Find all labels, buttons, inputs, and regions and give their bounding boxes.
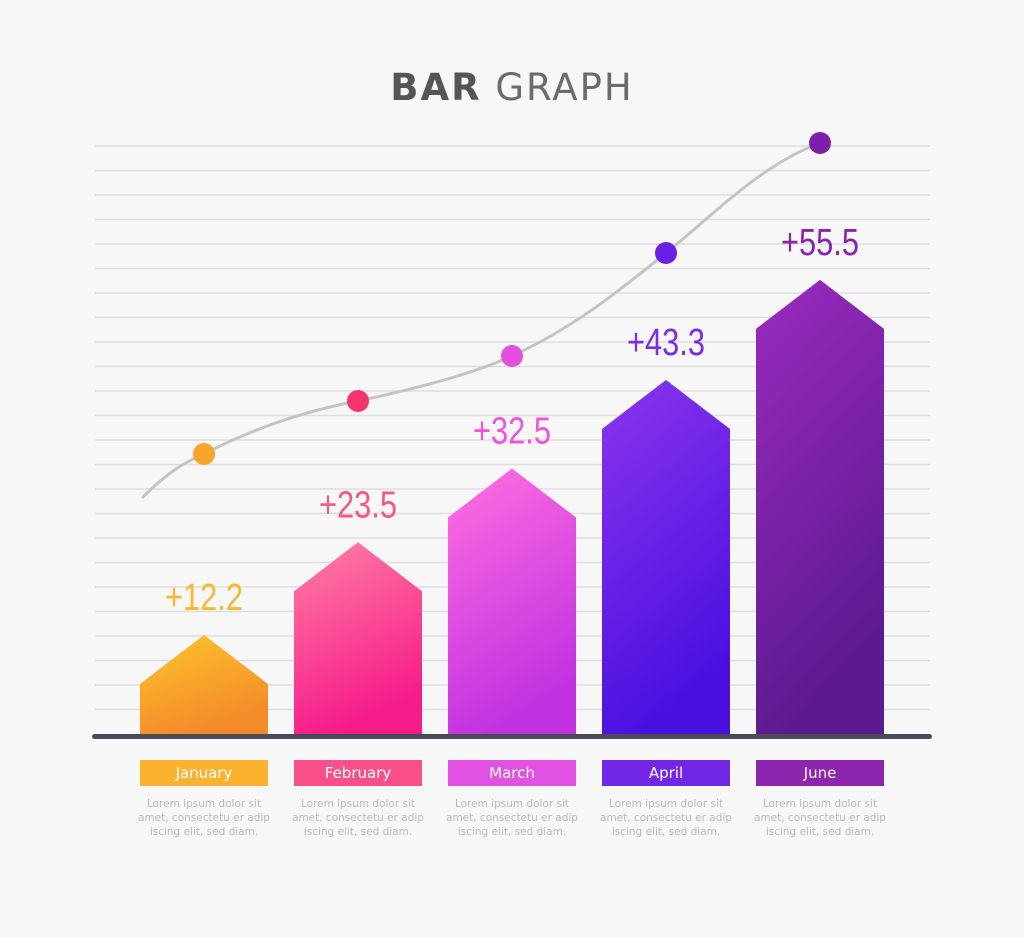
description-line: iscing elit, sed diam.	[611, 826, 721, 838]
description-line: amet, consectetu er adip	[292, 812, 424, 824]
description-line: amet, consectetu er adip	[446, 812, 578, 824]
value-labels: +12.2 +23.5 +32.5 +43.3 +55.5	[165, 222, 859, 619]
description-line: amet, consectetu er adip	[754, 812, 886, 824]
trend-points	[193, 132, 831, 465]
category-description: Lorem ipsum dolor sit amet, consectetu er…	[284, 797, 432, 839]
description-line: iscing elit, sed diam.	[303, 826, 413, 838]
bars	[140, 279, 884, 735]
title-bold: BAR	[390, 66, 482, 109]
data-label: +43.3	[627, 322, 705, 364]
trend-point	[193, 443, 215, 465]
bar	[756, 279, 884, 735]
description-line: iscing elit, sed diam.	[765, 826, 875, 838]
chart-title: BAR GRAPH	[0, 66, 1024, 109]
category-label: June	[756, 760, 884, 786]
trend-point	[501, 345, 523, 367]
title-light: GRAPH	[495, 66, 634, 109]
description-line: Lorem ipsum dolor sit	[300, 798, 416, 810]
category-label: April	[602, 760, 730, 786]
description-line: iscing elit, sed diam.	[149, 826, 259, 838]
data-label: +12.2	[165, 577, 243, 619]
category-description: Lorem ipsum dolor sit amet, consectetu er…	[592, 797, 740, 839]
description-line: Lorem ipsum dolor sit	[454, 798, 570, 810]
category-description: Lorem ipsum dolor sit amet, consectetu er…	[746, 797, 894, 839]
category-description: Lorem ipsum dolor sit amet, consectetu er…	[130, 797, 278, 839]
description-line: Lorem ipsum dolor sit	[146, 798, 262, 810]
description-line: amet, consectetu er adip	[138, 812, 270, 824]
category-label: March	[448, 760, 576, 786]
bar	[140, 634, 268, 735]
bar	[294, 542, 422, 735]
description-line: Lorem ipsum dolor sit	[608, 798, 724, 810]
baseline	[92, 734, 932, 739]
bar	[602, 379, 730, 735]
trend-point	[809, 132, 831, 154]
description-line: amet, consectetu er adip	[600, 812, 732, 824]
category-description: Lorem ipsum dolor sit amet, consectetu er…	[438, 797, 586, 839]
description-line: iscing elit, sed diam.	[457, 826, 567, 838]
data-label: +55.5	[781, 222, 859, 264]
bar	[448, 468, 576, 735]
trend-point	[655, 242, 677, 264]
data-label: +23.5	[319, 484, 397, 526]
trend-point	[347, 390, 369, 412]
data-label: +32.5	[473, 411, 551, 453]
category-label: February	[294, 760, 422, 786]
description-line: Lorem ipsum dolor sit	[762, 798, 878, 810]
category-label: January	[140, 760, 268, 786]
